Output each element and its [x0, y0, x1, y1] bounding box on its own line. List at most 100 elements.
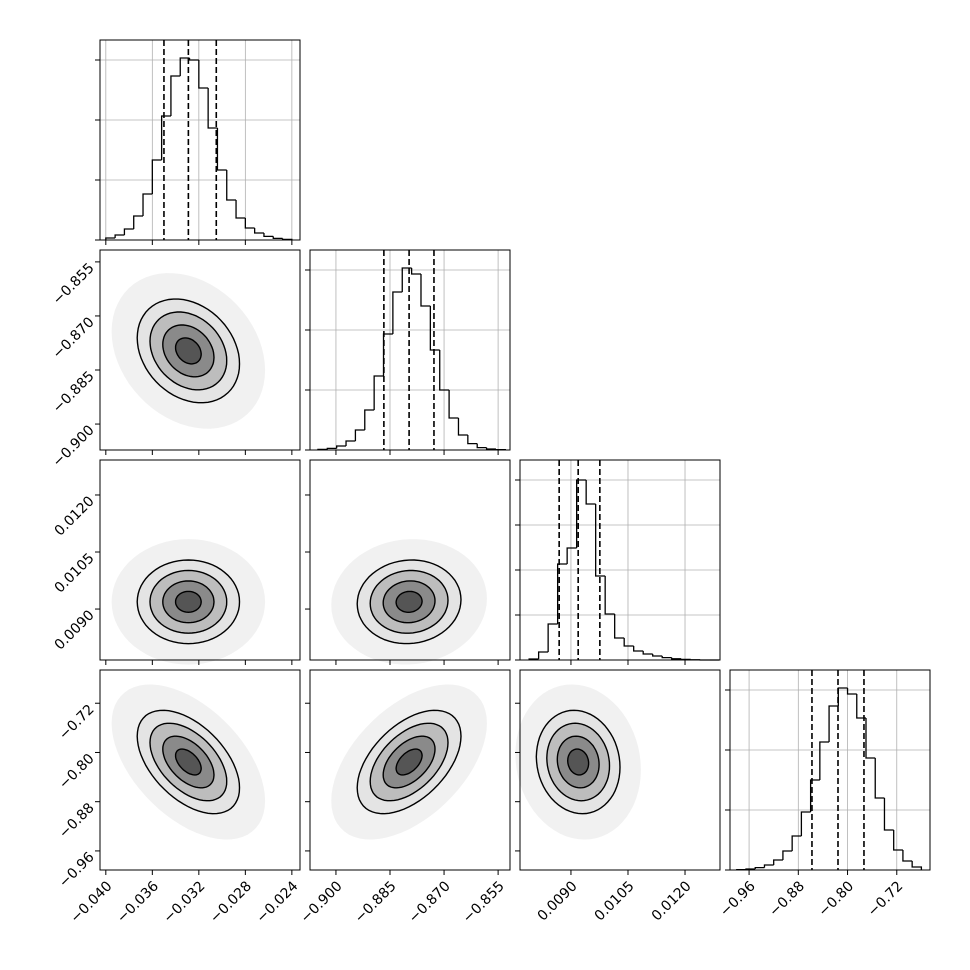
histogram-bin — [263, 233, 274, 238]
y-tick-label: 0.0120 — [52, 493, 98, 539]
histogram-bin — [902, 850, 913, 862]
histogram-bin — [800, 811, 811, 836]
histogram-bin — [763, 864, 774, 868]
histogram-bin — [198, 60, 209, 89]
density-contour — [566, 748, 590, 776]
histogram-bin — [585, 480, 596, 505]
histogram-bin — [160, 115, 171, 160]
y-tick-label: 0.0090 — [52, 607, 98, 653]
histogram-bin — [448, 390, 459, 419]
panel-background — [520, 460, 720, 660]
histogram-bin — [680, 658, 691, 661]
histogram-bin — [179, 57, 190, 76]
histogram-bin — [373, 375, 384, 410]
density-contour — [395, 590, 423, 613]
histogram-bin — [754, 866, 765, 869]
histogram-bin — [661, 656, 672, 659]
histogram-bin — [791, 835, 802, 851]
histogram-bin — [614, 614, 625, 639]
density-contour — [174, 590, 202, 614]
density-contour — [174, 748, 202, 776]
x-tick-label: −0.870 — [406, 878, 454, 926]
histogram-bin — [556, 563, 568, 624]
y-tick-label: −0.96 — [56, 849, 98, 891]
histogram-bin — [893, 830, 903, 851]
x-tick-label: −0.88 — [766, 878, 808, 920]
histogram-bin — [819, 741, 830, 780]
histogram-bin — [856, 694, 866, 719]
x-tick-label: −0.028 — [207, 878, 255, 926]
panel-background — [100, 40, 300, 240]
histogram-bin — [170, 75, 181, 116]
y-tick-label: −0.855 — [50, 260, 98, 308]
panel-frame — [729, 669, 931, 871]
histogram-bin — [207, 88, 218, 129]
histogram-bin — [254, 228, 264, 234]
histogram-bin — [133, 215, 144, 229]
histogram-bin — [576, 479, 587, 548]
x-tick-label: −0.040 — [68, 878, 116, 926]
histogram-bin — [467, 435, 478, 445]
y-tick-label: −0.885 — [50, 368, 98, 416]
histogram-bin — [244, 218, 255, 229]
histogram-bin — [336, 445, 347, 449]
histogram-bin — [105, 237, 116, 240]
y-tick-label: −0.72 — [56, 702, 98, 744]
histogram-bin — [537, 651, 549, 659]
y-tick-label: −0.870 — [50, 314, 98, 362]
histogram-bin — [874, 758, 885, 799]
density-contour — [174, 337, 202, 365]
x-tick-label: −0.72 — [865, 878, 907, 920]
histogram-bin — [623, 638, 634, 647]
histogram-bin — [642, 651, 653, 655]
histogram-bin — [114, 234, 125, 238]
x-tick-label: −0.96 — [717, 878, 759, 920]
histogram-bin — [828, 705, 839, 742]
histogram-bin — [429, 306, 440, 351]
histogram-bin — [782, 850, 793, 860]
x-tick-label: 0.0120 — [649, 878, 695, 924]
histogram-bin — [392, 291, 403, 334]
histogram-bin — [476, 443, 487, 449]
panel-frame — [99, 459, 301, 661]
histogram-bin — [633, 646, 644, 652]
histogram-bin — [410, 268, 421, 275]
histogram-bin — [439, 350, 450, 391]
histogram-bin — [326, 447, 337, 450]
x-tick-label: 0.0090 — [535, 878, 581, 924]
density-contour — [395, 748, 423, 776]
histogram-bin — [272, 236, 283, 240]
histogram-bin — [151, 159, 162, 194]
histogram-bin — [773, 859, 783, 865]
x-tick-label: −0.032 — [161, 878, 209, 926]
x-tick-label: −0.900 — [298, 878, 346, 926]
y-tick-label: −0.88 — [56, 800, 98, 842]
histogram-bin — [566, 547, 577, 564]
histogram-bin — [604, 576, 615, 615]
histogram-bin — [547, 623, 558, 652]
panel-background — [310, 250, 510, 450]
histogram-bin — [911, 861, 923, 870]
histogram-bin — [235, 200, 246, 219]
panel-frame — [99, 39, 301, 241]
histogram-bin — [226, 170, 237, 201]
x-tick-label: −0.036 — [114, 878, 162, 926]
y-tick-label: −0.900 — [50, 422, 98, 470]
histogram-bin — [457, 418, 468, 436]
y-tick-label: −0.80 — [56, 751, 98, 793]
x-tick-label: 0.0105 — [592, 878, 638, 924]
histogram-bin — [671, 657, 682, 660]
panel-frame — [99, 669, 301, 871]
histogram-bin — [652, 654, 663, 657]
histogram-bin — [420, 274, 431, 307]
panel-frame — [519, 669, 721, 871]
histogram-bin — [745, 868, 756, 870]
panel-frame — [99, 249, 301, 451]
x-tick-label: −0.024 — [254, 878, 302, 926]
y-tick-label: 0.0105 — [52, 550, 98, 596]
histogram-bin — [216, 128, 227, 171]
histogram-bin — [142, 193, 153, 216]
histogram-bin — [188, 58, 199, 61]
